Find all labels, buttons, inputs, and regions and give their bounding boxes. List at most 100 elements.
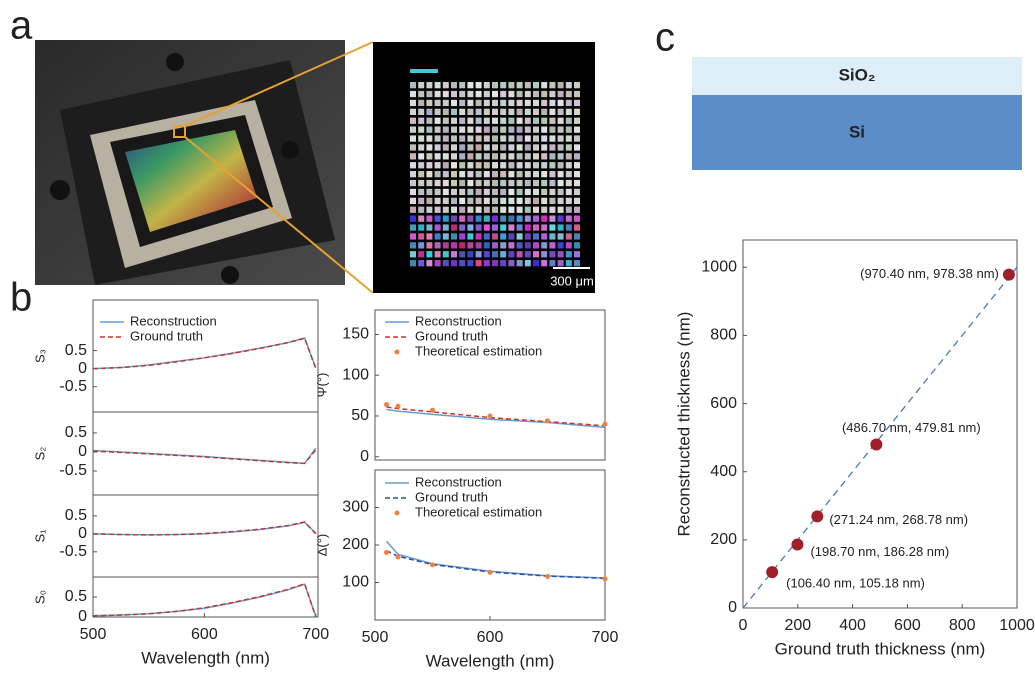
plot-frame — [375, 470, 605, 620]
pixel — [566, 144, 572, 150]
pixel — [459, 233, 465, 239]
pixel — [492, 118, 498, 124]
pixel — [467, 233, 473, 239]
pixel — [451, 251, 457, 257]
pixel — [500, 171, 506, 177]
pixel — [484, 100, 490, 106]
pixel — [541, 109, 547, 115]
pixel — [443, 180, 449, 186]
marker — [603, 576, 608, 581]
plot-frame — [93, 412, 318, 495]
pixel — [533, 198, 539, 204]
pixel — [467, 260, 473, 266]
pixel — [467, 189, 473, 195]
legend-marker — [395, 350, 400, 355]
pixel — [525, 189, 531, 195]
y-tick-label: 200 — [342, 536, 369, 553]
pixel — [541, 224, 547, 230]
pixel — [566, 216, 572, 222]
pixel — [492, 135, 498, 141]
pixel — [500, 224, 506, 230]
pixel — [467, 162, 473, 168]
pixel — [459, 189, 465, 195]
pixel — [517, 153, 523, 159]
pixel — [525, 135, 531, 141]
pixel — [476, 91, 482, 97]
pixel — [566, 171, 572, 177]
x-tick-label: 1000 — [999, 617, 1035, 634]
pixel — [426, 251, 432, 257]
pixel — [492, 216, 498, 222]
pixel — [443, 242, 449, 248]
pixel — [443, 153, 449, 159]
pixel — [566, 82, 572, 88]
pixel — [525, 180, 531, 186]
x-tick-label: 400 — [839, 617, 866, 634]
pixel — [533, 153, 539, 159]
pixel — [533, 224, 539, 230]
pixel — [451, 171, 457, 177]
pixel — [435, 144, 441, 150]
pixel — [525, 162, 531, 168]
pixel — [451, 260, 457, 266]
pixel — [459, 153, 465, 159]
y-tick-label: -0.5 — [59, 378, 87, 395]
pixel — [500, 144, 506, 150]
pixel — [443, 127, 449, 133]
y-tick-label: 50 — [351, 407, 369, 424]
pixel — [525, 251, 531, 257]
pixel — [549, 118, 555, 124]
pixel — [492, 189, 498, 195]
pixel — [508, 100, 514, 106]
pixel — [533, 135, 539, 141]
pixel — [426, 127, 432, 133]
pixel — [451, 162, 457, 168]
pixel — [549, 162, 555, 168]
pixel — [467, 207, 473, 213]
x-tick-label: 600 — [191, 626, 218, 643]
pixel — [492, 82, 498, 88]
pixel — [500, 118, 506, 124]
pixel — [418, 162, 424, 168]
pixel — [435, 242, 441, 248]
pixel — [492, 207, 498, 213]
pixel — [426, 207, 432, 213]
pixel — [451, 233, 457, 239]
pixel — [426, 189, 432, 195]
pixel — [574, 153, 580, 159]
pixel — [418, 171, 424, 177]
pixel — [558, 91, 564, 97]
pixel — [558, 216, 564, 222]
pixel — [533, 251, 539, 257]
pixel — [533, 189, 539, 195]
pixel — [426, 82, 432, 88]
pixel — [517, 180, 523, 186]
plot-frame — [375, 310, 605, 460]
pixel — [541, 82, 547, 88]
pixel — [484, 242, 490, 248]
pixel — [410, 118, 416, 124]
y-tick-label: 0 — [78, 360, 87, 377]
pixel — [476, 162, 482, 168]
pixel — [549, 260, 555, 266]
point — [811, 510, 823, 522]
pixel — [574, 82, 580, 88]
pixel — [517, 198, 523, 204]
pixel — [492, 171, 498, 177]
pixel — [492, 162, 498, 168]
pixel — [517, 91, 523, 97]
pixel — [574, 207, 580, 213]
pixel — [508, 198, 514, 204]
pixel — [541, 233, 547, 239]
point-label: (198.70 nm, 186.28 nm) — [810, 544, 949, 559]
pixel — [508, 189, 514, 195]
pixel — [517, 144, 523, 150]
pixel — [476, 100, 482, 106]
pixel — [451, 216, 457, 222]
pixel — [467, 242, 473, 248]
pixel — [533, 260, 539, 266]
point-label: (970.40 nm, 978.38 nm) — [860, 266, 999, 281]
point-label: (106.40 nm, 105.18 nm) — [786, 576, 925, 591]
pixel — [459, 91, 465, 97]
pixel — [443, 189, 449, 195]
